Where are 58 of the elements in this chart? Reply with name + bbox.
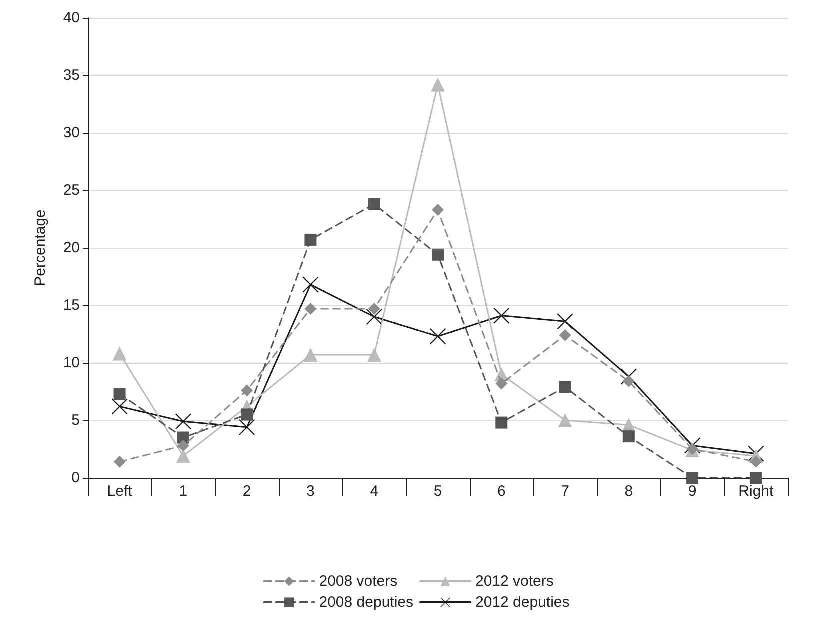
point [239, 419, 256, 436]
point [496, 416, 508, 429]
x-tick-label: 9 [688, 483, 697, 500]
x-tick-label: 7 [561, 483, 570, 500]
point [750, 456, 762, 468]
y-tick-label: 20 [63, 240, 80, 256]
y-tick-label: 25 [63, 182, 80, 199]
y-tick-label: 15 [63, 297, 80, 314]
x-tick-label: 1 [179, 483, 188, 500]
point [368, 198, 380, 210]
x-tick-label: 5 [434, 483, 442, 500]
x-tick-label: Right [738, 483, 775, 500]
point [302, 276, 319, 293]
legend-label: 2012 voters [476, 573, 554, 590]
y-tick-label: 5 [72, 412, 80, 429]
point [622, 430, 635, 443]
point [304, 348, 318, 362]
x-tick-label: 8 [624, 483, 634, 500]
x-tick-label: 3 [306, 483, 315, 500]
point [241, 384, 254, 397]
point [114, 388, 126, 400]
point [112, 398, 128, 415]
x-tick-label: 6 [497, 483, 506, 500]
point [430, 328, 446, 345]
point [304, 234, 317, 246]
legend-label: 2008 deputies [319, 594, 414, 611]
point [559, 381, 572, 394]
point [367, 348, 382, 362]
point [431, 78, 445, 92]
point [368, 302, 380, 315]
point [177, 440, 190, 452]
point [112, 346, 127, 361]
y-axis-title: Percentage [32, 210, 49, 286]
x-tick-label: 4 [370, 483, 379, 500]
y-tick-label: 0 [72, 470, 80, 486]
x-tick-label: 2 [242, 483, 252, 500]
point [494, 308, 510, 324]
y-tick-label: 35 [63, 67, 80, 84]
legend-label: 2012 deputies [476, 594, 570, 611]
point [558, 414, 572, 428]
point [175, 414, 192, 430]
y-tick-label: 30 [63, 124, 80, 142]
point [114, 456, 126, 468]
point [366, 309, 382, 325]
point [432, 248, 444, 261]
point [559, 329, 572, 342]
point [432, 204, 444, 216]
point [750, 472, 762, 484]
x-tick-label: Left [107, 483, 134, 500]
y-tick-label: 10 [63, 354, 80, 372]
y-tick-label: 40 [63, 10, 80, 26]
point [304, 302, 317, 315]
point [686, 472, 699, 484]
point [176, 449, 190, 464]
point [496, 378, 508, 390]
point [557, 314, 574, 330]
legend-label: 2008 voters [319, 573, 398, 590]
point [241, 408, 254, 421]
